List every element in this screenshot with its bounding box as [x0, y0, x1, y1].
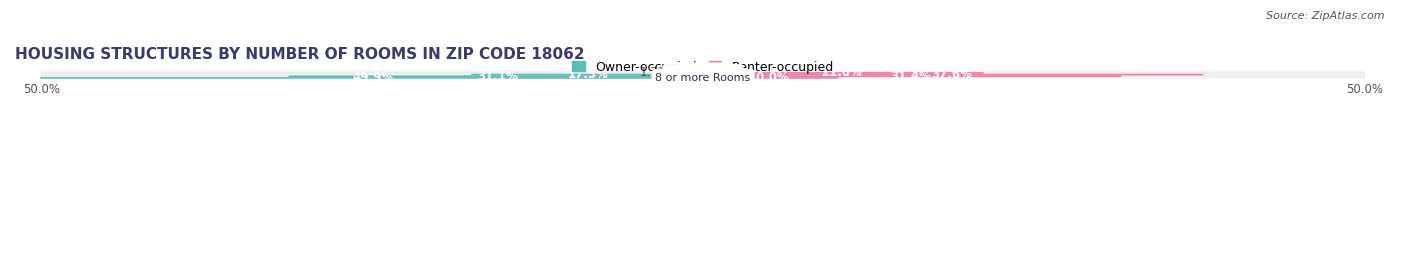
FancyBboxPatch shape [471, 74, 706, 75]
FancyBboxPatch shape [700, 75, 1122, 77]
Text: 1 Room: 1 Room [682, 66, 724, 76]
Text: Source: ZipAtlas.com: Source: ZipAtlas.com [1267, 11, 1385, 21]
Bar [41, 70, 1365, 72]
Bar [41, 72, 1365, 74]
FancyBboxPatch shape [39, 77, 706, 79]
Text: 49.9%: 49.9% [353, 72, 394, 84]
FancyBboxPatch shape [700, 72, 984, 74]
Text: 8 or more Rooms: 8 or more Rooms [655, 73, 751, 83]
Text: 31.4%: 31.4% [890, 70, 931, 83]
Bar [41, 75, 1365, 77]
Text: 1.7%: 1.7% [640, 66, 669, 79]
FancyBboxPatch shape [288, 75, 706, 77]
Bar [41, 77, 1365, 79]
Text: 31.1%: 31.1% [477, 70, 517, 83]
FancyBboxPatch shape [700, 77, 838, 79]
Bar [41, 74, 1365, 75]
Text: 6 or 7 Rooms: 6 or 7 Rooms [666, 71, 740, 81]
Text: 0.0%: 0.0% [714, 65, 744, 78]
Text: 4 or 5 Rooms: 4 or 5 Rooms [666, 70, 740, 80]
FancyBboxPatch shape [700, 74, 1204, 75]
Text: 21.0%: 21.0% [821, 66, 862, 79]
Text: HOUSING STRUCTURES BY NUMBER OF ROOMS IN ZIP CODE 18062: HOUSING STRUCTURES BY NUMBER OF ROOMS IN… [15, 47, 585, 62]
Text: 10.0%: 10.0% [749, 72, 790, 84]
Text: 2 or 3 Rooms: 2 or 3 Rooms [666, 68, 740, 78]
FancyBboxPatch shape [678, 72, 706, 74]
Text: 0.0%: 0.0% [662, 65, 692, 78]
Text: 37.6%: 37.6% [931, 68, 972, 81]
Legend: Owner-occupied, Renter-occupied: Owner-occupied, Renter-occupied [568, 56, 838, 79]
Text: 17.3%: 17.3% [568, 68, 609, 81]
